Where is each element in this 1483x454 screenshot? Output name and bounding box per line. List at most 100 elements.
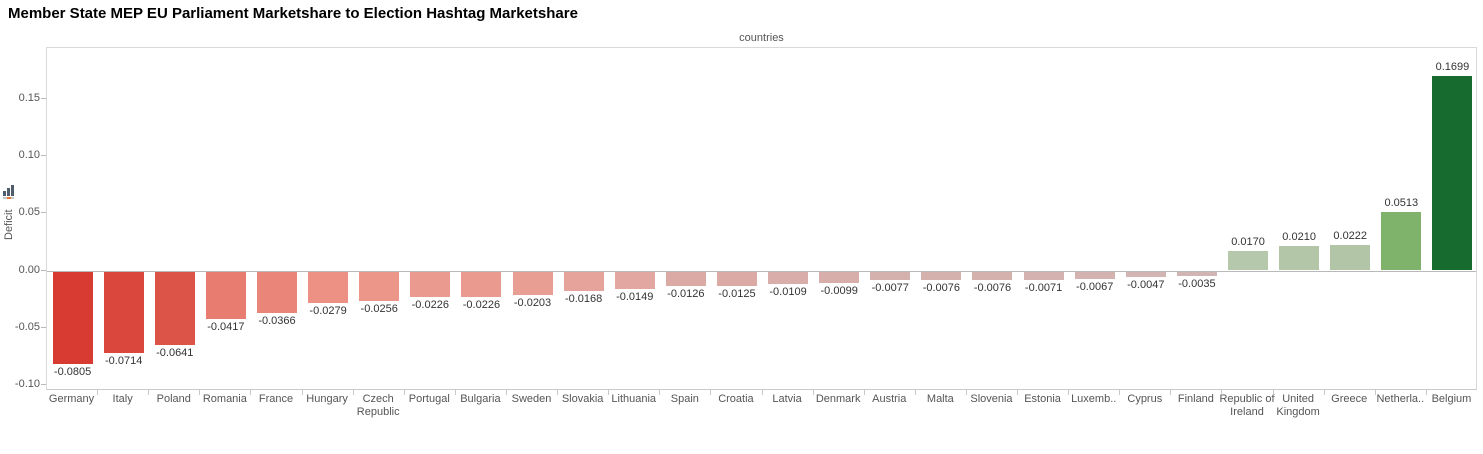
- bar-netherla[interactable]: [1381, 211, 1422, 271]
- x-tick-mark: [1170, 390, 1172, 395]
- x-category-label-portugal: Portugal: [408, 393, 450, 405]
- x-tick-mark: [454, 390, 456, 395]
- x-tick-mark: [352, 390, 354, 395]
- bar-greece[interactable]: [1330, 245, 1371, 271]
- bar-austria[interactable]: [870, 271, 911, 281]
- x-category-label-estonia: Estonia: [1024, 393, 1061, 405]
- bar-germany[interactable]: [52, 271, 93, 364]
- bar-bulgaria[interactable]: [461, 271, 502, 298]
- y-tick-label: 0.15: [18, 91, 40, 104]
- bar-cyprus[interactable]: [1125, 271, 1166, 277]
- bar-value-label-lithuania: -0.0149: [616, 290, 654, 303]
- x-category-label-united-kingdom: United Kingdom: [1276, 393, 1320, 418]
- bar-luxemb[interactable]: [1074, 271, 1115, 280]
- bar-value-label-malta: -0.0076: [922, 282, 961, 295]
- x-category-label-slovakia: Slovakia: [561, 393, 604, 405]
- bar-value-label-latvia: -0.0109: [769, 285, 807, 298]
- bar-value-label-greece: 0.0222: [1333, 230, 1368, 243]
- bar-value-label-czech-republic: -0.0256: [360, 302, 398, 315]
- bar-slovenia[interactable]: [972, 271, 1013, 281]
- bar-value-label-denmark: -0.0099: [820, 284, 858, 297]
- bar-value-label-belgium: 0.1699: [1435, 60, 1470, 73]
- bar-value-label-sweden: -0.0203: [513, 296, 552, 309]
- x-category-label-italy: Italy: [112, 393, 133, 405]
- x-tick-mark: [965, 390, 967, 395]
- bar-value-label-portugal: -0.0226: [411, 299, 449, 312]
- x-tick-mark: [505, 390, 507, 395]
- bar-france[interactable]: [256, 271, 297, 314]
- bar-finland[interactable]: [1176, 271, 1217, 276]
- bar-malta[interactable]: [921, 271, 962, 281]
- zero-gridline: [47, 270, 1476, 272]
- bar-value-label-slovakia: -0.0168: [564, 292, 603, 305]
- x-tick-mark: [710, 390, 712, 395]
- x-tick-mark: [1272, 390, 1274, 395]
- y-tick-mark: [41, 155, 46, 156]
- y-tick-mark: [41, 212, 46, 214]
- mini-bar-chart-icon: [3, 184, 16, 199]
- x-tick-mark: [301, 390, 303, 395]
- bar-spain[interactable]: [665, 271, 706, 286]
- x-tick-mark: [1323, 390, 1325, 395]
- x-category-label-croatia: Croatia: [718, 393, 754, 405]
- bar-sweden[interactable]: [512, 271, 553, 295]
- bar-value-label-france: -0.0366: [258, 315, 296, 328]
- y-tick-label: -0.05: [14, 320, 40, 333]
- x-tick-mark: [1017, 390, 1019, 395]
- y-tick-label: 0.10: [18, 149, 40, 161]
- bar-value-label-bulgaria: -0.0226: [462, 299, 501, 312]
- x-tick-mark: [761, 390, 763, 395]
- bar-value-label-austria: -0.0077: [871, 282, 909, 295]
- bar-lithuania[interactable]: [614, 271, 655, 289]
- x-category-label-slovenia: Slovenia: [970, 393, 1013, 405]
- bar-denmark[interactable]: [819, 271, 860, 283]
- x-tick-mark: [812, 390, 814, 395]
- x-tick-mark: [1374, 390, 1376, 395]
- bar-hungary[interactable]: [308, 271, 349, 304]
- x-tick-mark: [1221, 390, 1223, 395]
- bar-value-label-united-kingdom: 0.0210: [1282, 231, 1316, 244]
- bar-estonia[interactable]: [1023, 271, 1064, 280]
- top-axis-label: countries: [739, 32, 784, 44]
- bar-portugal[interactable]: [410, 271, 451, 298]
- x-category-label-luxemb: Luxemb..: [1071, 393, 1117, 405]
- bar-value-label-republic-of-ireland: 0.0170: [1231, 236, 1265, 249]
- x-tick-mark: [1119, 390, 1121, 395]
- bar-poland[interactable]: [154, 271, 195, 345]
- x-tick-mark: [557, 390, 559, 395]
- bar-romania[interactable]: [205, 271, 246, 320]
- y-tick-mark: [41, 269, 46, 271]
- x-tick-mark: [250, 390, 252, 395]
- x-tick-mark: [148, 390, 150, 395]
- x-category-label-austria: Austria: [872, 393, 907, 405]
- x-category-label-finland: Finland: [1177, 393, 1214, 405]
- y-tick-label: 0.00: [18, 263, 40, 276]
- bar-united-kingdom[interactable]: [1279, 246, 1320, 271]
- bar-value-label-poland: -0.0641: [156, 346, 194, 359]
- bar-value-label-romania: -0.0417: [207, 321, 245, 334]
- bar-latvia[interactable]: [768, 271, 809, 284]
- x-category-label-czech-republic: Czech Republic: [356, 393, 400, 418]
- bar-italy[interactable]: [103, 271, 144, 354]
- x-category-label-republic-of-ireland: Republic of Ireland: [1219, 393, 1275, 418]
- bar-croatia[interactable]: [716, 271, 757, 286]
- x-category-label-greece: Greece: [1331, 393, 1368, 405]
- bar-republic-of-ireland[interactable]: [1228, 251, 1269, 271]
- x-category-label-latvia: Latvia: [772, 393, 802, 405]
- bar-value-label-italy: -0.0714: [105, 355, 143, 368]
- bar-value-label-spain: -0.0126: [667, 287, 705, 300]
- x-tick-mark: [1068, 390, 1070, 395]
- x-tick-mark: [608, 390, 610, 395]
- bar-czech-republic[interactable]: [359, 271, 400, 301]
- x-category-label-germany: Germany: [48, 393, 95, 405]
- x-tick-mark: [659, 390, 661, 395]
- bar-value-label-cyprus: -0.0047: [1127, 278, 1165, 291]
- bar-value-label-germany: -0.0805: [53, 365, 92, 378]
- bar-slovakia[interactable]: [563, 271, 604, 291]
- x-category-label-romania: Romania: [202, 393, 247, 405]
- x-tick-mark: [863, 390, 865, 395]
- bar-belgium[interactable]: [1432, 75, 1473, 271]
- bar-value-label-finland: -0.0035: [1178, 277, 1216, 290]
- y-tick-label: -0.10: [14, 378, 40, 390]
